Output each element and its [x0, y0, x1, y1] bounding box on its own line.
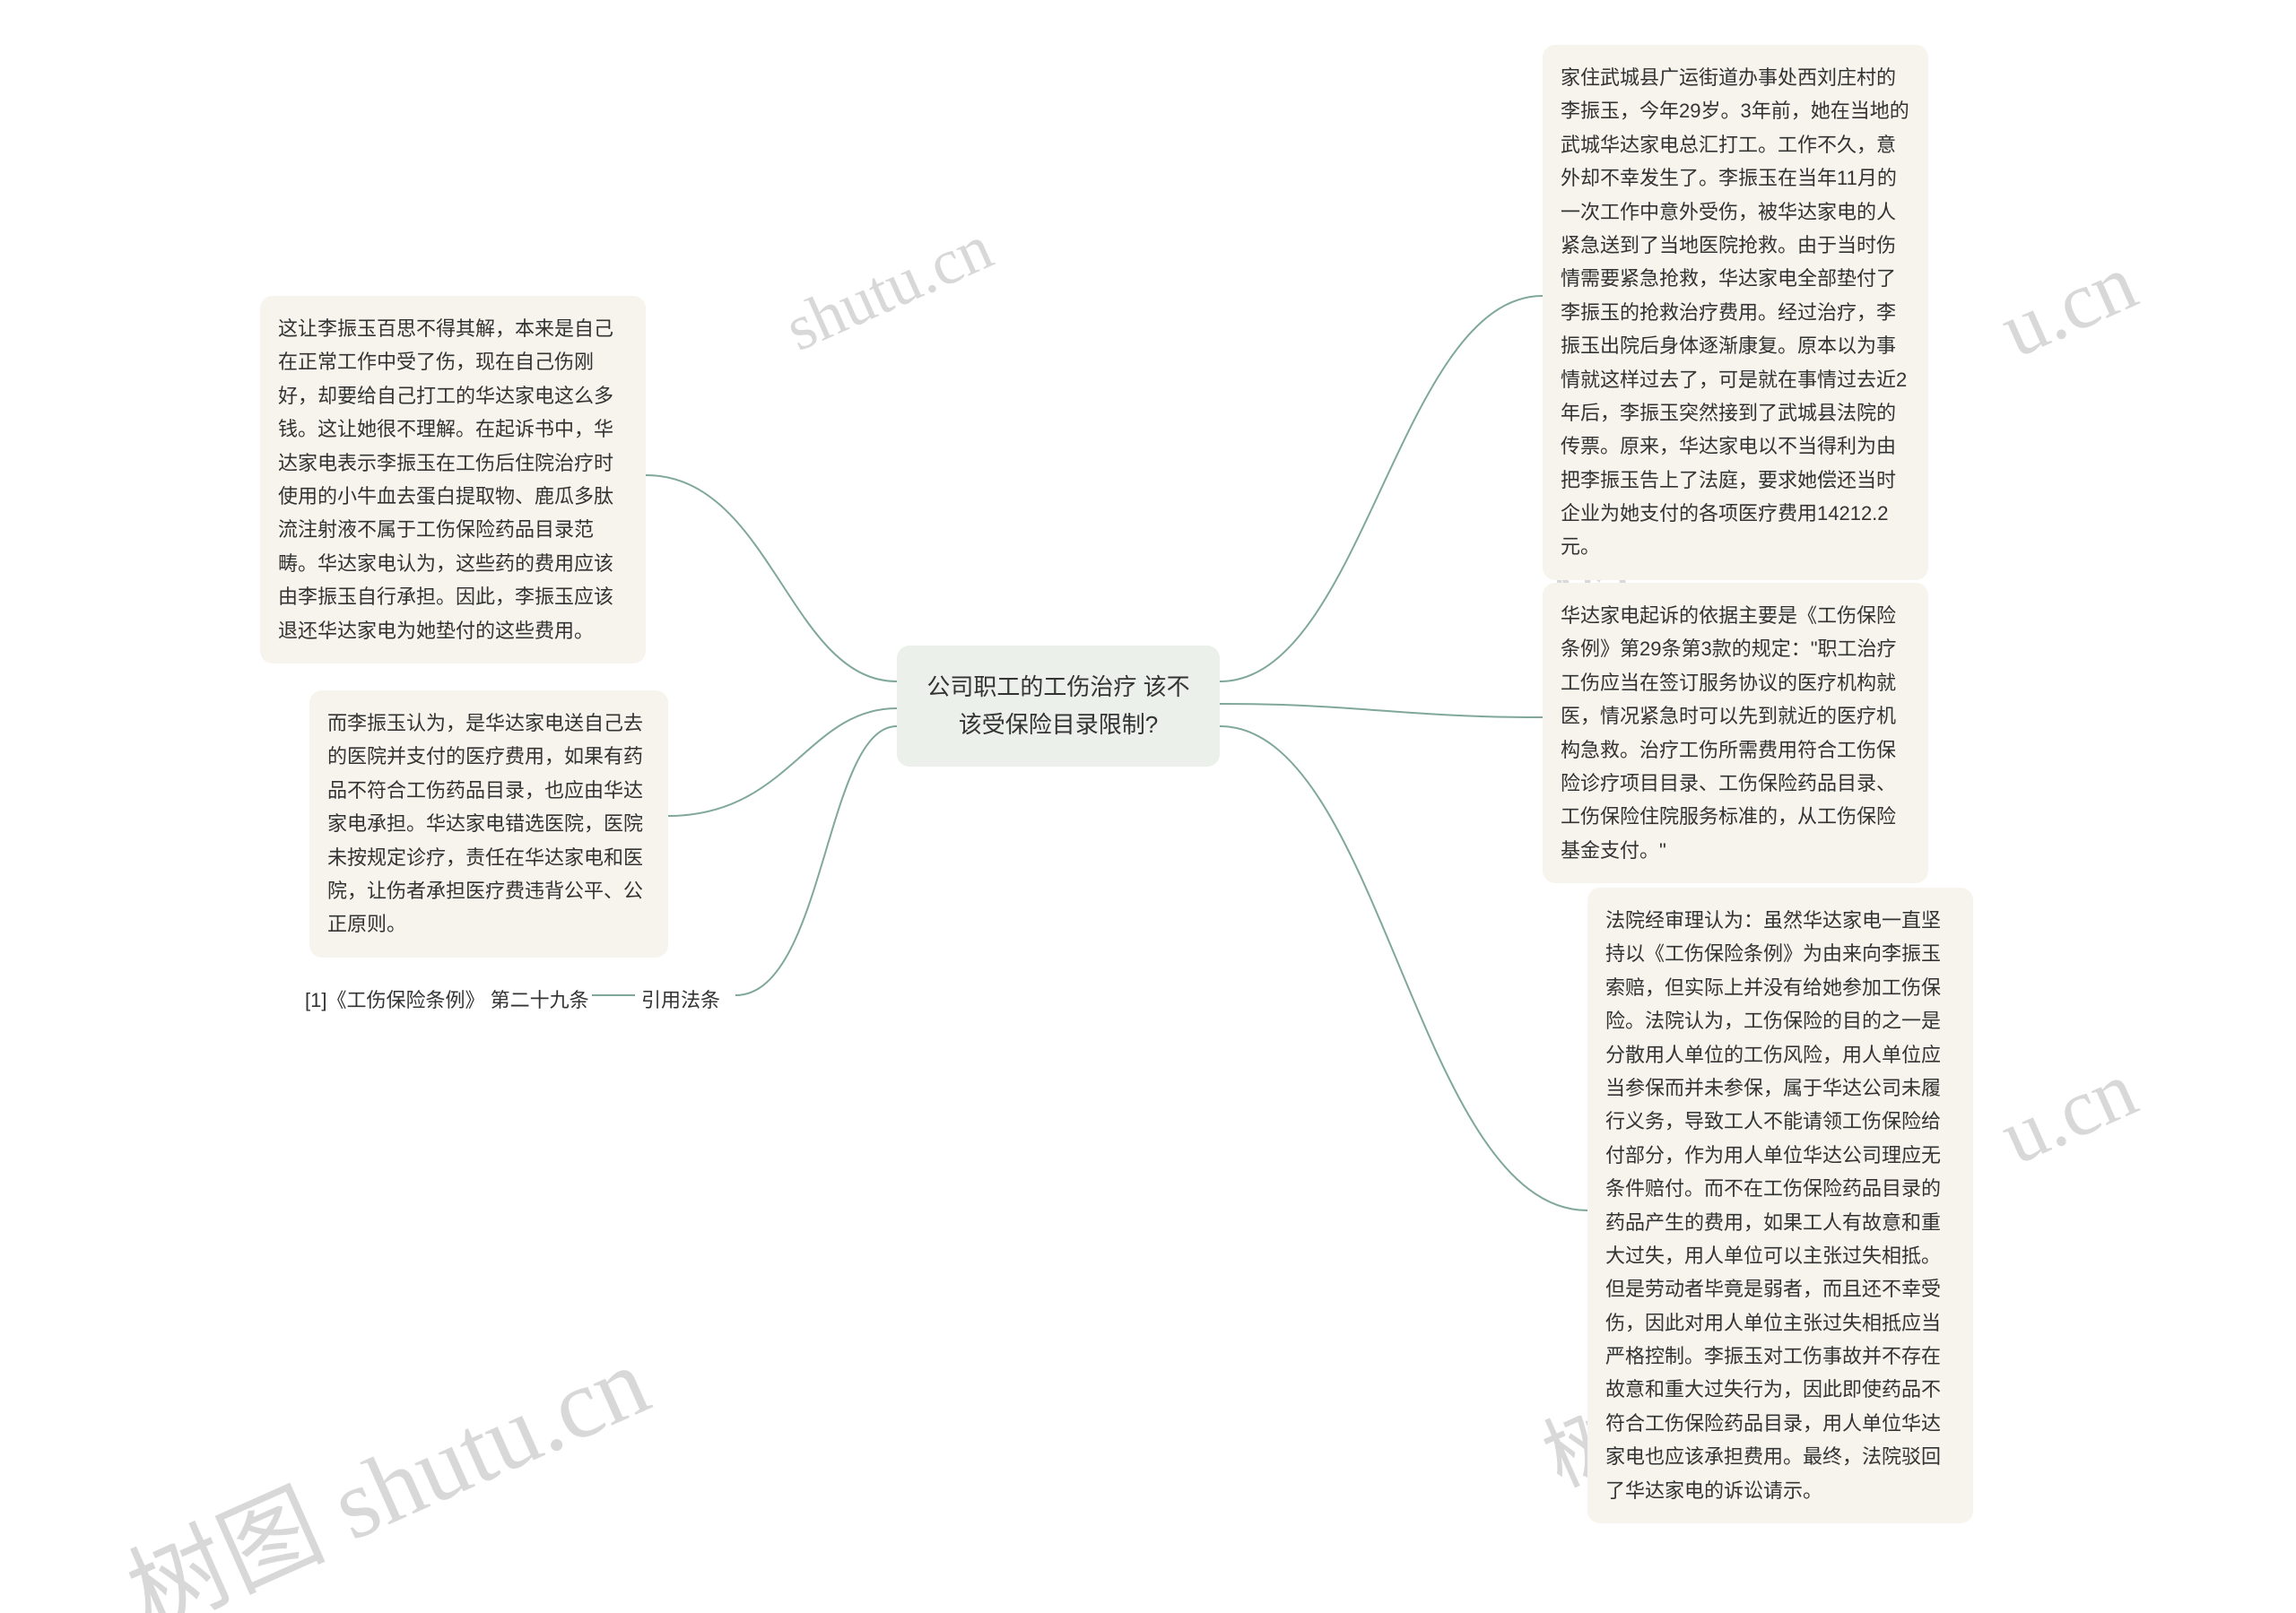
watermark: shutu.cn — [775, 210, 1004, 366]
center-topic[interactable]: 公司职工的工伤治疗 该不该受保险目录限制? — [897, 646, 1220, 767]
node-l1[interactable]: 这让李振玉百思不得其解，本来是自己在正常工作中受了伤，现在自己伤刚好，却要给自己… — [260, 296, 646, 663]
watermark: u.cn — [1987, 1043, 2150, 1183]
watermark: 树图 shutu.cn — [102, 1301, 666, 1613]
node-r3[interactable]: 法院经审理认为：虽然华达家电一直坚持以《工伤保险条例》为由来向李振玉索赔，但实际… — [1587, 888, 1973, 1523]
node-r2[interactable]: 华达家电起诉的依据主要是《工伤保险条例》第29条第3款的规定："职工治疗工伤应当… — [1543, 583, 1928, 883]
watermark: u.cn — [1987, 236, 2150, 376]
mindmap-canvas: shutu.cn 树图 shutu.cn u.cn u.cn 树 树 公司职工的… — [0, 0, 2296, 1613]
branch-label-citation[interactable]: 引用法条 — [641, 984, 720, 1013]
node-l2[interactable]: 而李振玉认为，是华达家电送自己去的医院并支付的医疗费用，如果有药品不符合工伤药品… — [309, 690, 668, 958]
node-l3-leaf[interactable]: [1]《工伤保险条例》 第二十九条 — [305, 984, 589, 1013]
node-r1[interactable]: 家住武城县广运街道办事处西刘庄村的李振玉，今年29岁。3年前，她在当地的武城华达… — [1543, 45, 1928, 580]
